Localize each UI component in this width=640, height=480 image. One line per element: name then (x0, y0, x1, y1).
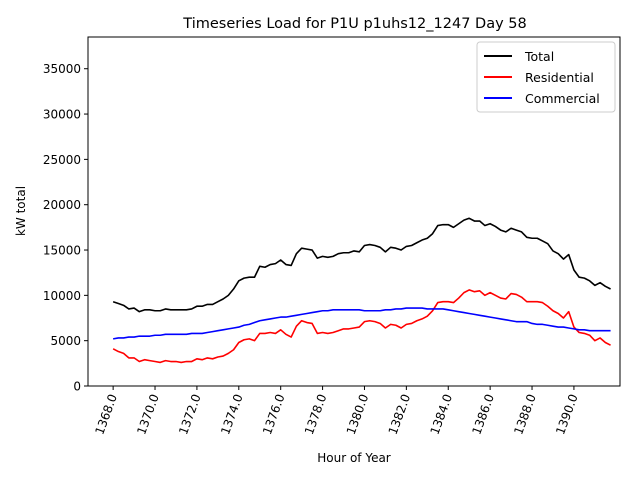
plot-area (87, 36, 621, 387)
y-tick-label: 5000 (50, 334, 81, 348)
chart-title: Timeseries Load for P1U p1uhs12_1247 Day… (182, 16, 526, 32)
x-tick-label: 1386.0 (469, 392, 497, 436)
legend-box (476, 41, 616, 113)
y-tick-label: 0 (73, 380, 81, 394)
y-tick-label: 25000 (43, 153, 81, 167)
series-line-residential (112, 289, 611, 364)
series-line-total (112, 217, 611, 313)
x-axis-label: Hour of Year (317, 451, 391, 465)
series-line-commercial (112, 307, 611, 340)
y-tick-label: 30000 (43, 108, 81, 122)
x-tick-label: 1374.0 (218, 392, 246, 436)
y-tick-label: 10000 (43, 289, 81, 303)
x-tick-label: 1384.0 (428, 392, 456, 436)
x-tick-label: 1382.0 (386, 392, 414, 436)
y-axis-label: kW total (14, 186, 28, 236)
series-lines (112, 217, 611, 364)
legend-label-residential: Residential (525, 70, 594, 85)
y-tick-label: 35000 (43, 62, 81, 76)
x-tick-label: 1390.0 (553, 392, 581, 436)
x-tick-label: 1380.0 (344, 392, 372, 436)
legend-label-total: Total (524, 49, 554, 64)
y-axis-ticks: 0 5000 10000 15000 20000 25000 30000 35000 (43, 62, 88, 394)
legend-label-commercial: Commercial (525, 91, 600, 106)
x-tick-label: 1376.0 (260, 392, 288, 436)
y-tick-label: 20000 (43, 198, 81, 212)
x-axis-ticks: 1368.0 1370.0 1372.0 1374.0 1376.0 1378.0 1380… (92, 386, 581, 436)
x-tick-label: 1372.0 (176, 392, 204, 436)
x-tick-label: 1388.0 (511, 392, 539, 436)
x-tick-label: 1368.0 (92, 392, 120, 436)
x-tick-label: 1370.0 (134, 392, 162, 436)
axes-frame (87, 36, 621, 387)
y-tick-label: 15000 (43, 244, 81, 258)
legend: Total Residential Commercial (476, 41, 616, 113)
x-tick-label: 1378.0 (302, 392, 330, 436)
